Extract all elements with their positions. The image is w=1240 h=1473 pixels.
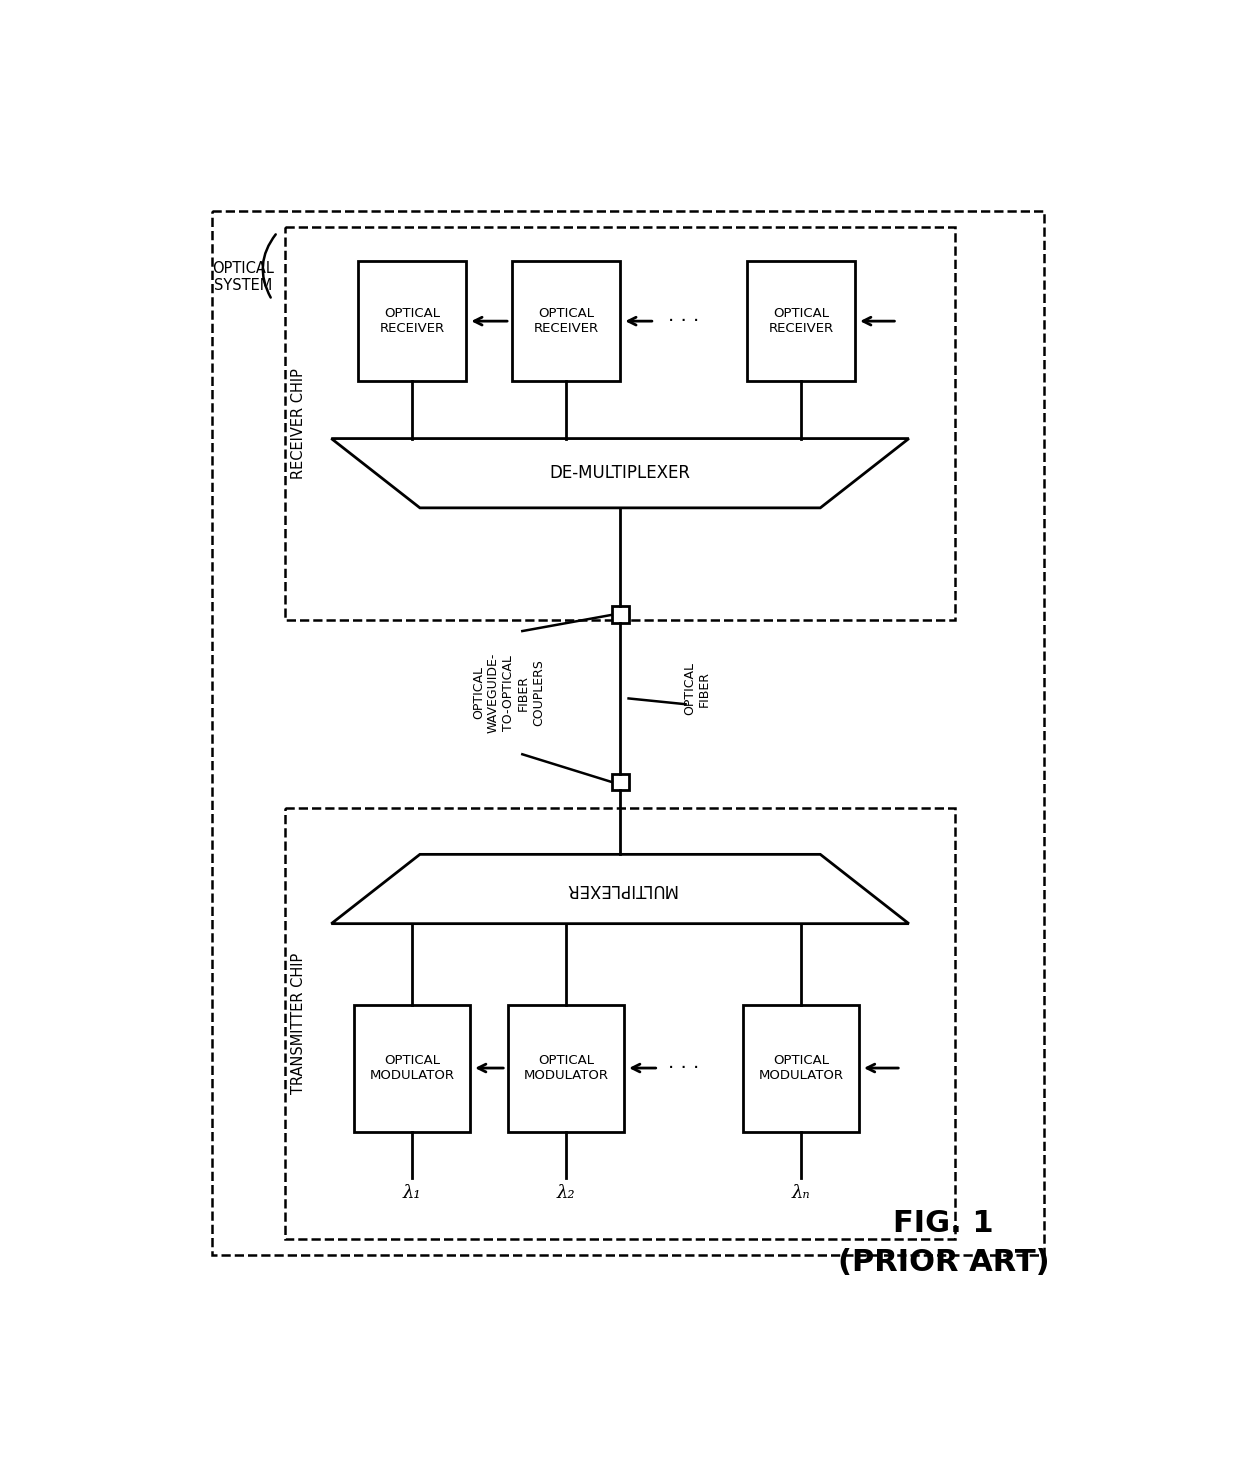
Text: RECEIVER CHIP: RECEIVER CHIP [290, 368, 306, 479]
Text: OPTICAL
SYSTEM: OPTICAL SYSTEM [212, 261, 274, 293]
Text: OPTICAL
MODULATOR: OPTICAL MODULATOR [759, 1055, 843, 1083]
Bar [748, 262, 854, 382]
Text: OPTICAL
RECEIVER: OPTICAL RECEIVER [379, 308, 445, 336]
Bar [611, 773, 629, 791]
Bar [508, 1005, 624, 1131]
Text: DE-MULTIPLEXER: DE-MULTIPLEXER [549, 464, 691, 482]
Bar [355, 1005, 470, 1131]
Text: OPTICAL
MODULATOR: OPTICAL MODULATOR [370, 1055, 455, 1083]
Text: OPTICAL
MODULATOR: OPTICAL MODULATOR [523, 1055, 609, 1083]
Bar [512, 262, 620, 382]
Bar [611, 607, 629, 623]
Bar [358, 262, 466, 382]
Text: · · ·: · · · [668, 1059, 699, 1078]
Polygon shape [331, 854, 909, 924]
Text: MULTIPLEXER: MULTIPLEXER [564, 879, 676, 899]
Text: OPTICAL
RECEIVER: OPTICAL RECEIVER [533, 308, 599, 336]
Text: · · ·: · · · [668, 312, 699, 330]
Text: FIG. 1: FIG. 1 [893, 1209, 993, 1239]
Polygon shape [331, 439, 909, 508]
Text: OPTICAL
WAVEGUIDE-
TO-OPTICAL
FIBER
COUPLERS: OPTICAL WAVEGUIDE- TO-OPTICAL FIBER COUP… [472, 653, 544, 734]
Bar [743, 1005, 859, 1131]
Text: OPTICAL
FIBER: OPTICAL FIBER [683, 663, 711, 716]
Text: λ₂: λ₂ [557, 1184, 575, 1202]
Text: (PRIOR ART): (PRIOR ART) [838, 1248, 1049, 1277]
Text: λ₁: λ₁ [403, 1184, 422, 1202]
Text: TRANSMITTER CHIP: TRANSMITTER CHIP [290, 953, 306, 1094]
Text: OPTICAL
RECEIVER: OPTICAL RECEIVER [769, 308, 833, 336]
Text: λₙ: λₙ [791, 1184, 811, 1202]
